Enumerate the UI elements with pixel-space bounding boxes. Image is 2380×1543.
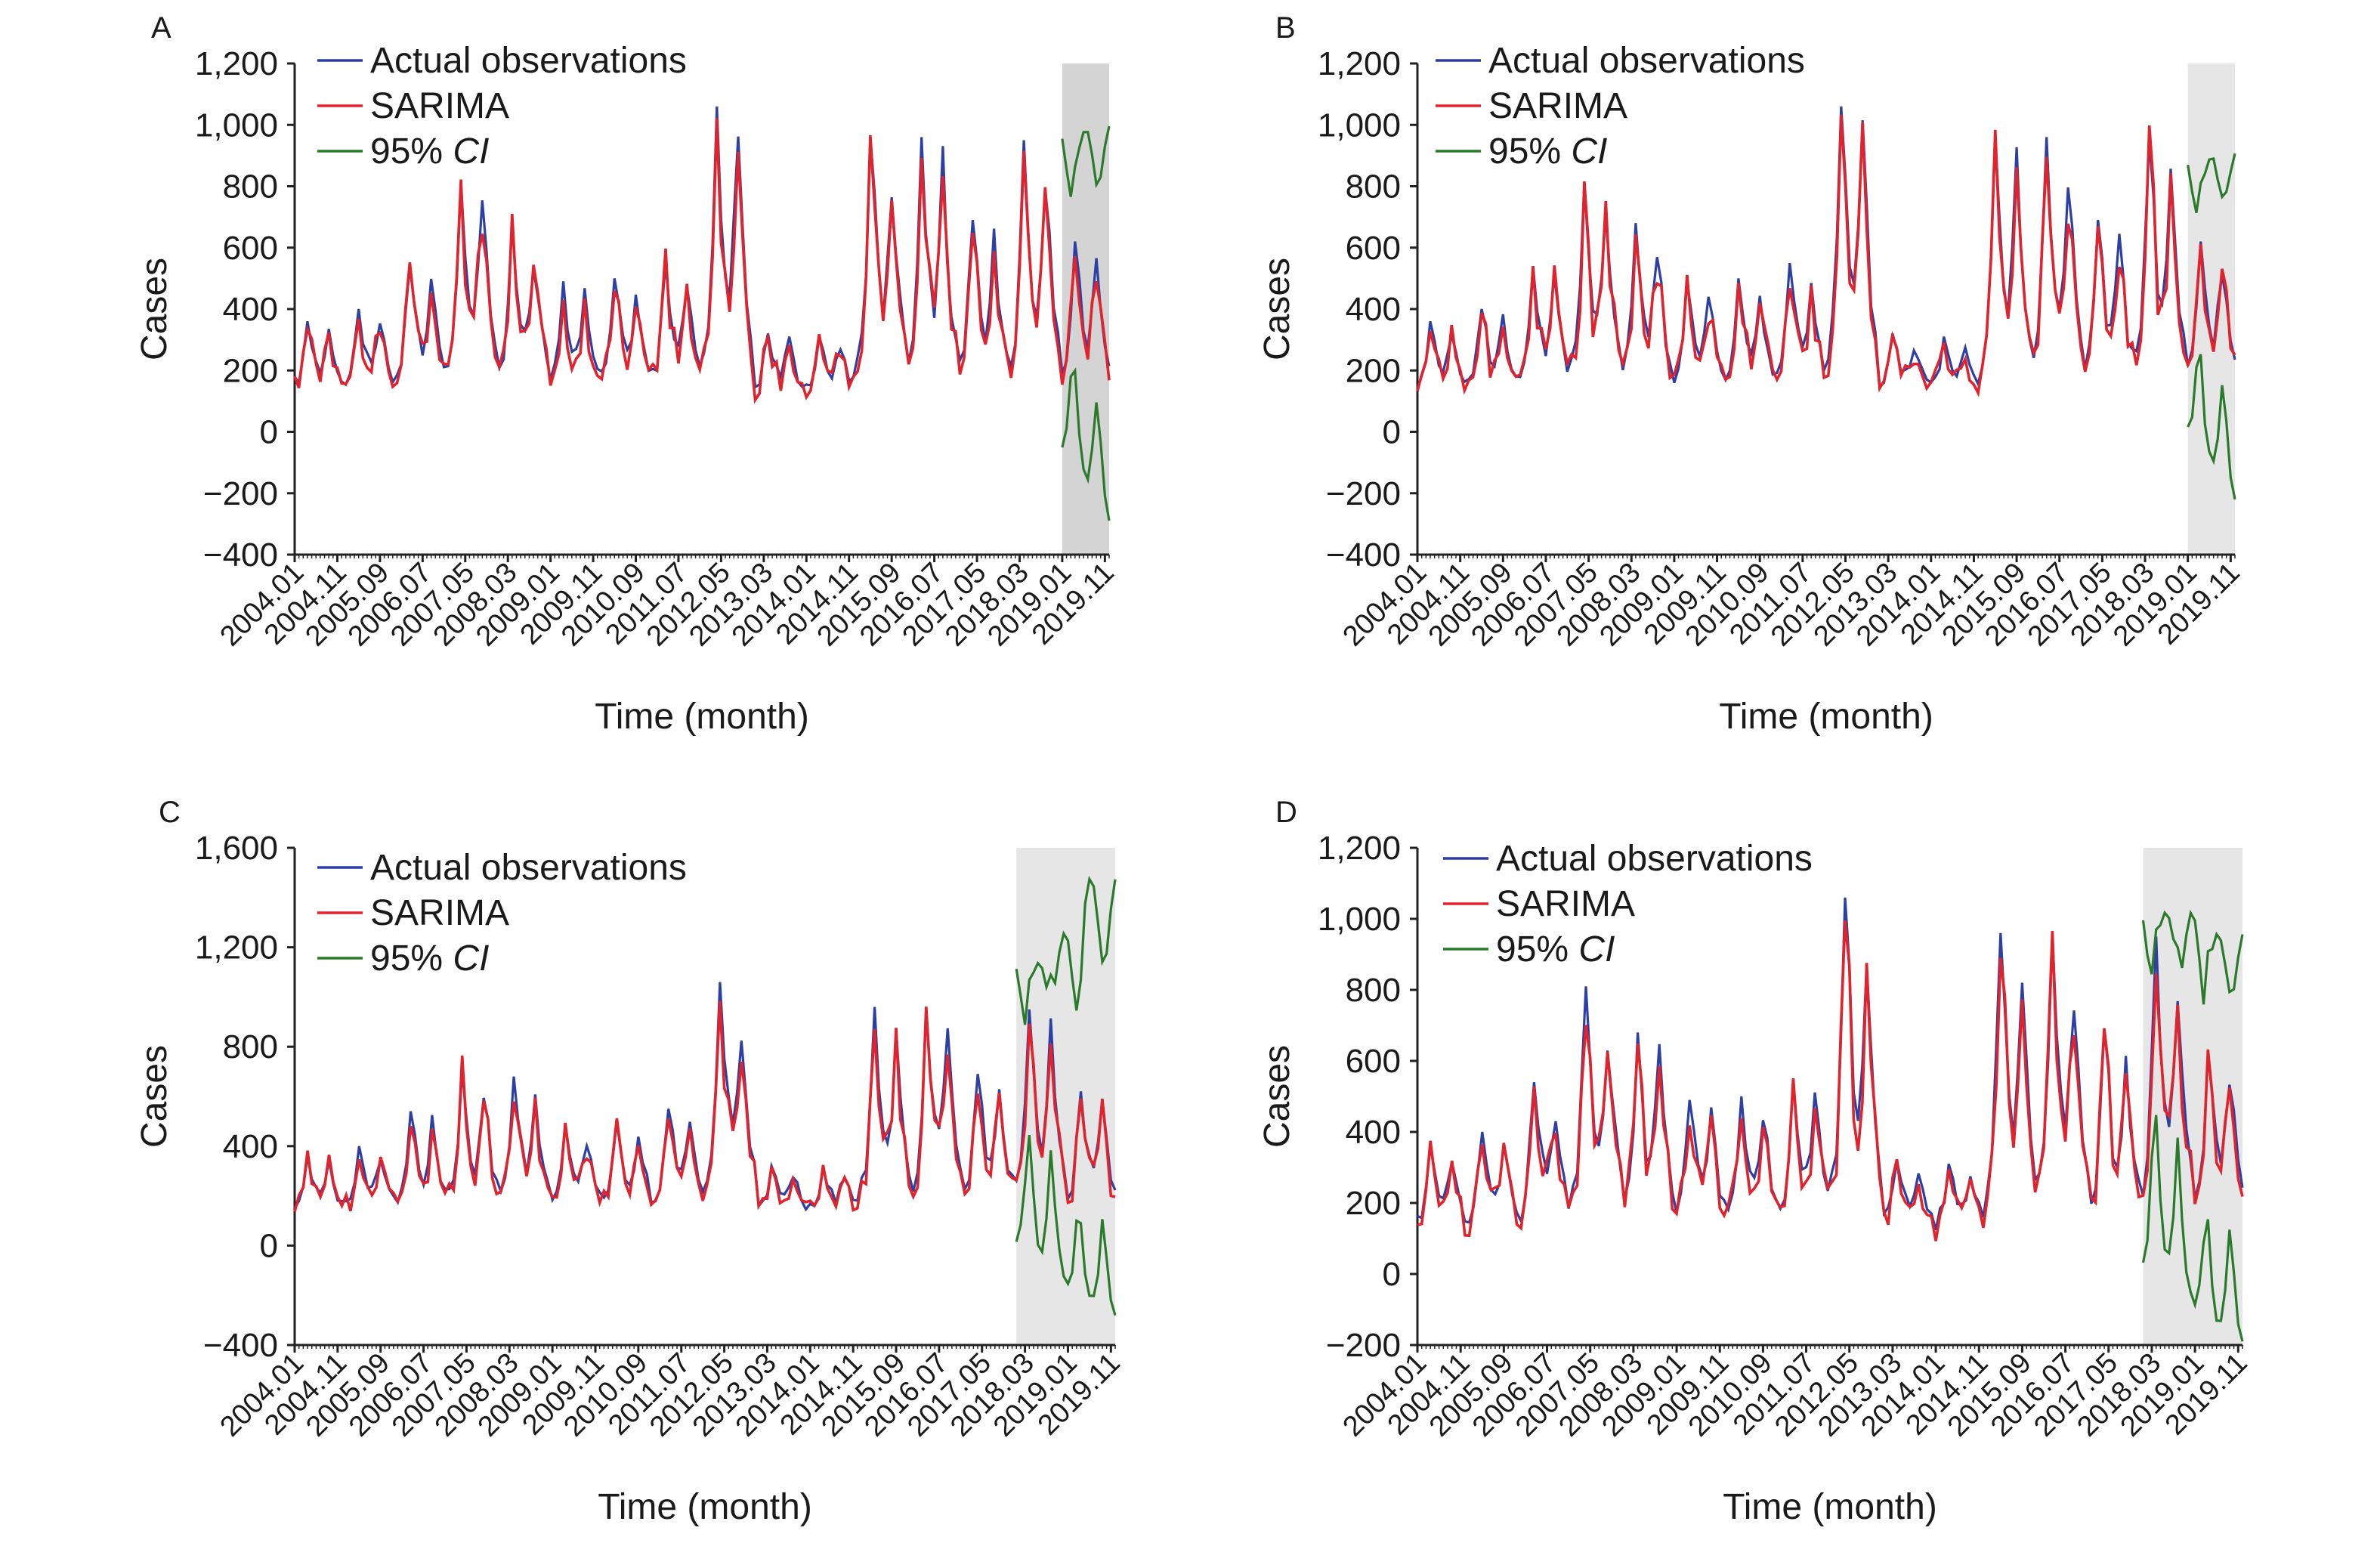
y-tick-label: 800 (223, 1028, 278, 1065)
panel-letter: D (1275, 796, 1297, 829)
legend-label: SARIMA (370, 86, 509, 126)
legend-label: SARIMA (1488, 86, 1627, 126)
y-tick-label: 600 (1346, 230, 1401, 267)
y-tick-label: 600 (223, 230, 278, 267)
x-axis-title: Time (month) (598, 1487, 812, 1527)
y-tick-label: 200 (1346, 1185, 1401, 1222)
series-ci-upper (1015, 875, 1117, 1025)
y-tick-label: 0 (260, 1227, 278, 1264)
legend-label: Actual observations (370, 848, 687, 888)
legend-label: Actual observations (1496, 839, 1813, 879)
chart-panel-c: 1,6001,2008004000−4002004.012004.112005.… (134, 796, 1127, 1527)
series-sarima (1417, 920, 2244, 1242)
chart-panel-a: 1,2001,0008006004002000−200−4002004.0120… (134, 11, 1120, 737)
y-tick-label: −400 (203, 1327, 278, 1364)
y-tick-label: 400 (1346, 1114, 1401, 1151)
legend-label: SARIMA (370, 893, 509, 933)
series-ci-lower (1015, 1134, 1117, 1316)
series-sarima (293, 1000, 1116, 1213)
legend-label: 95% CI (1496, 929, 1615, 969)
forecast-shade (1016, 848, 1115, 1345)
y-tick-label: 400 (223, 291, 278, 328)
legend-label: 95% CI (370, 938, 489, 979)
series-ci-lower (2141, 1115, 2244, 1342)
series-actual-observations (293, 982, 1117, 1212)
panel-letter: A (151, 11, 172, 45)
series-ci-lower (2187, 354, 2236, 500)
y-tick-label: 200 (1346, 352, 1401, 389)
y-tick-label: 600 (1346, 1043, 1401, 1080)
series-sarima (293, 118, 1111, 404)
legend-label: SARIMA (1496, 884, 1635, 924)
legend-label: 95% CI (370, 131, 489, 172)
y-tick-label: −200 (203, 475, 278, 512)
x-axis-title: Time (month) (1719, 697, 1933, 737)
y-tick-label: 400 (1346, 291, 1401, 328)
x-axis-title: Time (month) (1723, 1487, 1937, 1527)
y-tick-label: 0 (1383, 1256, 1401, 1293)
chart-panel-b: 1,2001,0008006004002000−200−4002004.0120… (1257, 11, 2246, 737)
y-tick-label: −400 (203, 536, 278, 574)
series-ci-upper (2187, 153, 2236, 214)
y-tick-label: 1,200 (195, 45, 278, 82)
panel-letter: C (159, 796, 181, 829)
forecast-shade (2143, 848, 2242, 1345)
y-tick-label: 800 (223, 169, 278, 206)
y-axis-title: Cases (1257, 1045, 1297, 1148)
series-ci-upper (2141, 909, 2244, 1005)
series-sarima (1416, 114, 2236, 397)
y-tick-label: 0 (1383, 414, 1401, 451)
x-axis-title: Time (month) (595, 697, 809, 737)
series-ci-upper (1061, 125, 1111, 197)
y-tick-label: 800 (1346, 169, 1401, 206)
legend-label: Actual observations (1488, 41, 1805, 81)
legend-label: Actual observations (370, 41, 687, 81)
y-tick-label: 200 (223, 352, 278, 389)
y-tick-label: −200 (1326, 475, 1401, 512)
y-tick-label: 1,200 (1318, 830, 1401, 867)
y-tick-label: −400 (1326, 536, 1401, 574)
y-tick-label: 1,000 (1318, 901, 1401, 938)
panel-letter: B (1275, 11, 1296, 45)
chart-panel-d: 1,2001,0008006004002000−2002004.012004.1… (1257, 796, 2254, 1527)
y-tick-label: 1,000 (1318, 107, 1401, 144)
y-tick-label: 0 (260, 414, 278, 451)
y-axis-title: Cases (134, 258, 175, 360)
y-tick-label: 1,200 (195, 929, 278, 966)
y-tick-label: −200 (1326, 1327, 1401, 1364)
legend-label: 95% CI (1488, 131, 1607, 172)
y-tick-label: 1,200 (1318, 45, 1401, 82)
y-tick-label: 1,000 (195, 107, 278, 144)
y-tick-label: 1,600 (195, 830, 278, 867)
y-tick-label: 800 (1346, 972, 1401, 1009)
y-axis-title: Cases (1257, 258, 1297, 360)
y-axis-title: Cases (134, 1045, 175, 1148)
y-tick-label: 400 (223, 1128, 278, 1165)
series-ci-lower (1061, 367, 1111, 521)
